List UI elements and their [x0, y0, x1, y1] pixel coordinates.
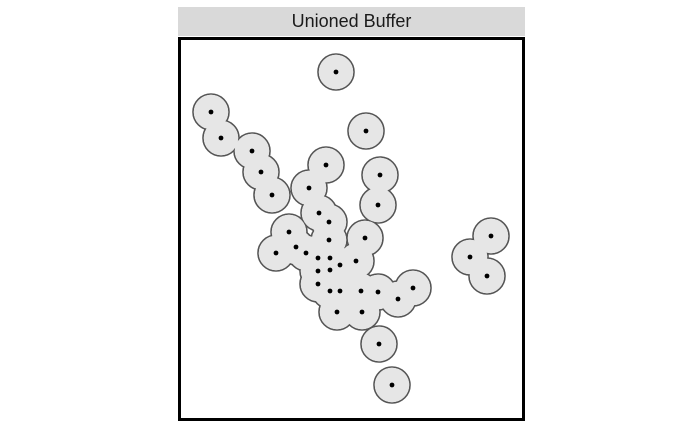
data-point: [389, 382, 395, 388]
buffer-layer: [192, 53, 510, 404]
panel-frame: [178, 37, 525, 421]
data-point: [306, 185, 312, 191]
panel-title: Unioned Buffer: [291, 11, 412, 31]
data-point: [327, 255, 333, 261]
data-point: [249, 148, 255, 154]
data-point: [337, 288, 343, 294]
data-point: [208, 109, 214, 115]
data-point: [488, 233, 494, 239]
data-point: [333, 69, 339, 75]
buffer-fill-group: [193, 54, 509, 403]
data-point: [375, 202, 381, 208]
data-point: [334, 309, 340, 315]
data-point: [315, 255, 321, 261]
point-layer: [208, 69, 494, 388]
panel-strip: Unioned Buffer: [178, 7, 525, 36]
data-point: [377, 172, 383, 178]
data-point: [375, 289, 381, 295]
data-point: [395, 296, 401, 302]
data-point: [362, 235, 368, 241]
data-point: [327, 267, 333, 273]
data-point: [258, 169, 264, 175]
data-point: [323, 162, 329, 168]
data-point: [358, 288, 364, 294]
data-point: [293, 244, 299, 250]
data-point: [410, 285, 416, 291]
data-point: [337, 262, 343, 268]
data-point: [363, 128, 369, 134]
data-point: [359, 309, 365, 315]
data-point: [286, 229, 292, 235]
data-point: [484, 273, 490, 279]
data-point: [326, 219, 332, 225]
data-point: [376, 341, 382, 347]
data-point: [316, 210, 322, 216]
data-point: [327, 288, 333, 294]
data-point: [269, 192, 275, 198]
data-point: [353, 258, 359, 264]
data-point: [303, 250, 309, 256]
data-point: [218, 135, 224, 141]
data-point: [273, 250, 279, 256]
data-point: [315, 268, 321, 274]
data-point: [467, 254, 473, 260]
data-point: [315, 281, 321, 287]
data-point: [326, 237, 332, 243]
